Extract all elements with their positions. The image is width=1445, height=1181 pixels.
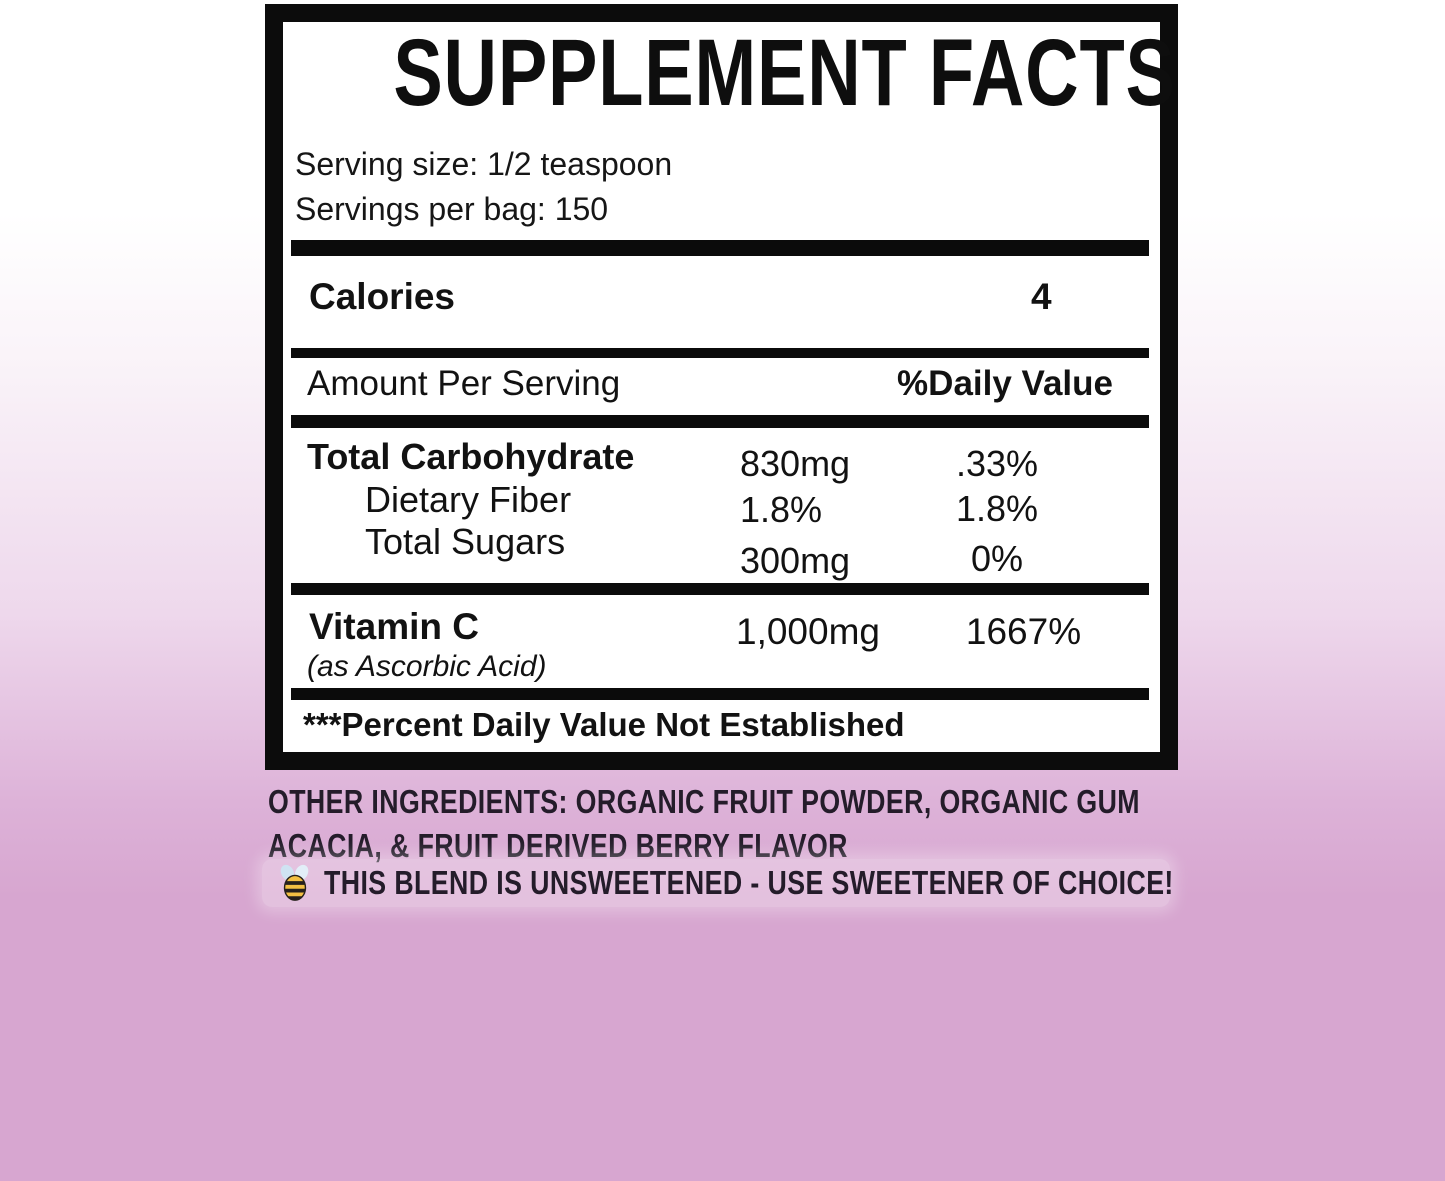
amount-per-serving-header: Amount Per Serving [307, 364, 621, 403]
nutrient-amount: 1.8% [740, 489, 823, 530]
other-ingredients-text-1: OTHER INGREDIENTS: ORGANIC FRUIT POWDER,… [268, 783, 1140, 820]
nutrient-name: Total Carbohydrate [307, 436, 635, 477]
nutrient-name: Dietary Fiber [365, 479, 572, 520]
unsweetened-note-line: THIS BLEND IS UNSWEETENED - USE SWEETENE… [276, 863, 1373, 903]
divider-thick-top [291, 240, 1149, 256]
daily-value-header: %Daily Value [897, 364, 1113, 403]
nutrient-amount: 300mg [740, 540, 851, 581]
serving-size-line: Serving size: 1/2 teaspoon [295, 146, 673, 182]
nutrient-amount: 830mg [740, 443, 851, 484]
vitamin-c-dv: 1667% [965, 611, 1082, 652]
supplement-facts-title-text: SUPPLEMENT FACTS [393, 20, 1176, 126]
divider-under-vitamin [291, 688, 1149, 700]
vitamin-c-name: Vitamin C [309, 606, 479, 647]
supplement-facts-title: SUPPLEMENT FACTS [283, 26, 1175, 121]
other-ingredients-line-2: ACACIA, & FRUIT DERIVED BERRY FLAVOR [268, 826, 984, 866]
unsweetened-note-text: THIS BLEND IS UNSWEETENED - USE SWEETENE… [324, 864, 1174, 901]
daily-value-footnote: ***Percent Daily Value Not Established [303, 706, 905, 743]
vitamin-c-source: (as Ascorbic Acid) [307, 650, 547, 683]
nutrient-dv: 0% [970, 538, 1024, 579]
other-ingredients-text-2: ACACIA, & FRUIT DERIVED BERRY FLAVOR [268, 827, 848, 864]
nutrient-dv: 1.8% [955, 488, 1039, 529]
supplement-facts-panel: SUPPLEMENT FACTS Serving size: 1/2 teasp… [265, 4, 1178, 770]
divider-under-calories [291, 348, 1149, 358]
vitamin-c-amount: 1,000mg [736, 611, 880, 652]
servings-per-bag-line: Servings per bag: 150 [295, 191, 609, 227]
calories-value: 4 [1031, 276, 1052, 317]
divider-under-carbs [291, 583, 1149, 595]
nutrient-name: Total Sugars [365, 521, 566, 562]
other-ingredients-line-1: OTHER INGREDIENTS: ORGANIC FRUIT POWDER,… [268, 782, 1345, 822]
unsweetened-note-text-wrap: THIS BLEND IS UNSWEETENED - USE SWEETENE… [324, 863, 1373, 903]
divider-under-headers [291, 415, 1149, 428]
calories-label: Calories [309, 276, 456, 317]
unsweetened-highlight-band [262, 859, 1170, 907]
nutrient-dv: .33% [955, 443, 1039, 484]
bee-icon [280, 864, 309, 901]
